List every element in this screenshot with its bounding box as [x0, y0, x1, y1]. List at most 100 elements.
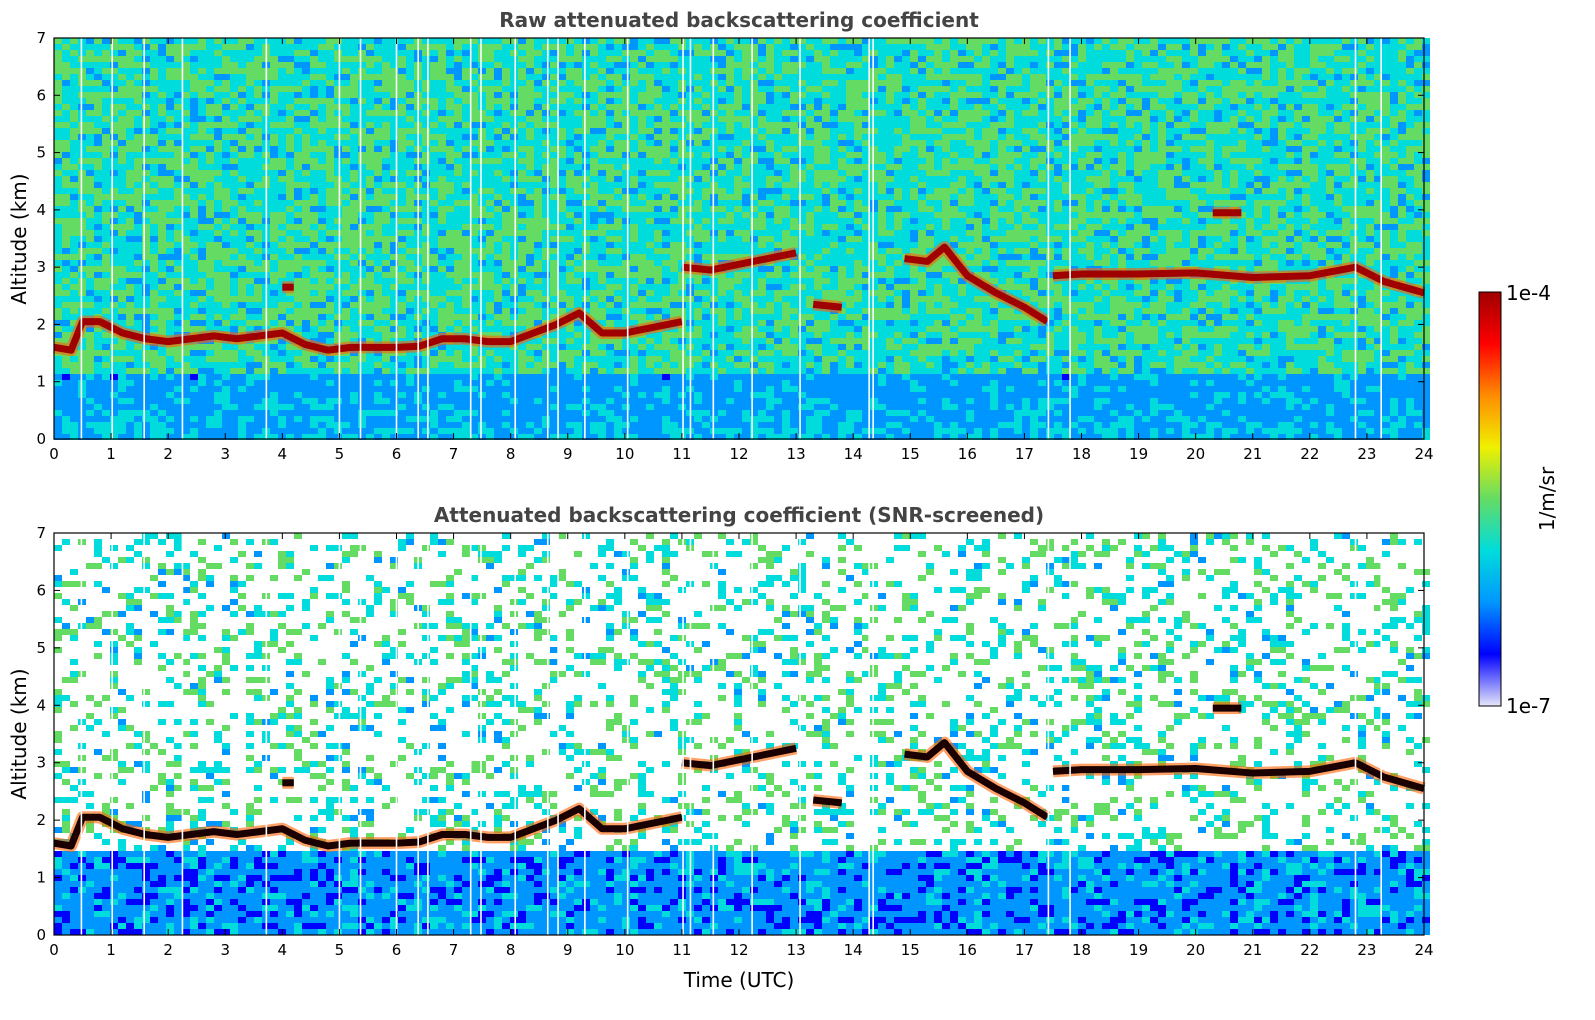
- backscatter-cell: [438, 404, 446, 410]
- backscatter-cell: [622, 62, 630, 68]
- backscatter-cell: [470, 200, 478, 206]
- backscatter-cell: [166, 404, 174, 410]
- backscatter-cell: [430, 308, 438, 314]
- backscatter-cell: [574, 428, 582, 434]
- backscatter-cell: [62, 224, 70, 230]
- backscatter-cell: [182, 326, 190, 332]
- backscatter-cell: [134, 164, 142, 170]
- backscatter-cell: [382, 320, 390, 326]
- backscatter-cell: [294, 290, 302, 296]
- backscatter-cell: [246, 86, 254, 92]
- backscatter-cell: [246, 326, 254, 332]
- backscatter-cell: [286, 194, 294, 200]
- backscatter-cell: [422, 158, 430, 164]
- backscatter-cell: [286, 266, 294, 272]
- backscatter-cell: [198, 188, 206, 194]
- backscatter-cell: [342, 416, 350, 422]
- backscatter-cell: [406, 158, 414, 164]
- backscatter-cell: [566, 200, 574, 206]
- backscatter-cell: [454, 206, 462, 212]
- backscatter-cell: [286, 404, 294, 410]
- backscatter-cell: [326, 158, 334, 164]
- backscatter-cell: [182, 284, 190, 290]
- backscatter-cell: [150, 380, 158, 386]
- backscatter-cell: [422, 254, 430, 260]
- backscatter-cell: [246, 170, 254, 176]
- backscatter-cell: [454, 314, 462, 320]
- backscatter-cell: [286, 374, 294, 380]
- backscatter-cell: [102, 362, 110, 368]
- backscatter-cell: [550, 170, 558, 176]
- backscatter-cell: [382, 182, 390, 188]
- backscatter-cell: [238, 230, 246, 236]
- backscatter-cell: [438, 164, 446, 170]
- backscatter-cell: [310, 152, 318, 158]
- backscatter-cell: [470, 128, 478, 134]
- backscatter-cell: [110, 74, 118, 80]
- backscatter-cell: [118, 242, 126, 248]
- backscatter-cell: [134, 206, 142, 212]
- backscatter-cell: [326, 296, 334, 302]
- backscatter-cell: [118, 218, 126, 224]
- backscatter-cell: [614, 350, 622, 356]
- backscatter-cell: [614, 68, 622, 74]
- backscatter-cell: [222, 368, 230, 374]
- backscatter-cell: [294, 140, 302, 146]
- backscatter-cell: [558, 116, 566, 122]
- backscatter-cell: [358, 362, 366, 368]
- backscatter-cell: [598, 176, 606, 182]
- backscatter-cell: [254, 422, 262, 428]
- backscatter-cell: [302, 50, 310, 56]
- backscatter-cell: [310, 116, 318, 122]
- backscatter-cell: [70, 260, 78, 266]
- backscatter-cell: [518, 278, 526, 284]
- backscatter-cell: [406, 266, 414, 272]
- backscatter-cell: [398, 284, 406, 290]
- backscatter-cell: [222, 230, 230, 236]
- backscatter-cell: [134, 62, 142, 68]
- backscatter-cell: [486, 254, 494, 260]
- backscatter-cell: [190, 290, 198, 296]
- backscatter-cell: [638, 146, 646, 152]
- backscatter-cell: [478, 326, 486, 332]
- backscatter-cell: [190, 164, 198, 170]
- backscatter-cell: [246, 68, 254, 74]
- backscatter-cell: [206, 176, 214, 182]
- backscatter-cell: [550, 362, 558, 368]
- backscatter-cell: [406, 218, 414, 224]
- backscatter-cell: [606, 92, 614, 98]
- backscatter-cell: [246, 254, 254, 260]
- backscatter-cell: [542, 278, 550, 284]
- backscatter-cell: [462, 188, 470, 194]
- backscatter-cell: [142, 344, 150, 350]
- backscatter-cell: [638, 98, 646, 104]
- backscatter-cell: [358, 230, 366, 236]
- backscatter-cell: [198, 56, 206, 62]
- backscatter-cell: [278, 116, 286, 122]
- backscatter-cell: [126, 128, 134, 134]
- backscatter-cell: [494, 200, 502, 206]
- backscatter-cell: [206, 236, 214, 242]
- backscatter-cell: [486, 404, 494, 410]
- backscatter-cell: [374, 428, 382, 434]
- backscatter-cell: [214, 86, 222, 92]
- backscatter-cell: [150, 416, 158, 422]
- backscatter-cell: [342, 218, 350, 224]
- backscatter-cell: [54, 110, 62, 116]
- backscatter-cell: [542, 284, 550, 290]
- backscatter-cell: [334, 380, 342, 386]
- backscatter-cell: [126, 422, 134, 428]
- backscatter-cell: [110, 86, 118, 92]
- backscatter-cell: [222, 164, 230, 170]
- backscatter-cell: [542, 308, 550, 314]
- backscatter-cell: [302, 404, 310, 410]
- backscatter-cell: [254, 410, 262, 416]
- backscatter-cell: [638, 392, 646, 398]
- backscatter-cell: [574, 230, 582, 236]
- backscatter-cell: [646, 116, 654, 122]
- backscatter-cell: [254, 68, 262, 74]
- backscatter-cell: [542, 248, 550, 254]
- backscatter-cell: [326, 230, 334, 236]
- backscatter-cell: [342, 146, 350, 152]
- backscatter-cell: [110, 428, 118, 434]
